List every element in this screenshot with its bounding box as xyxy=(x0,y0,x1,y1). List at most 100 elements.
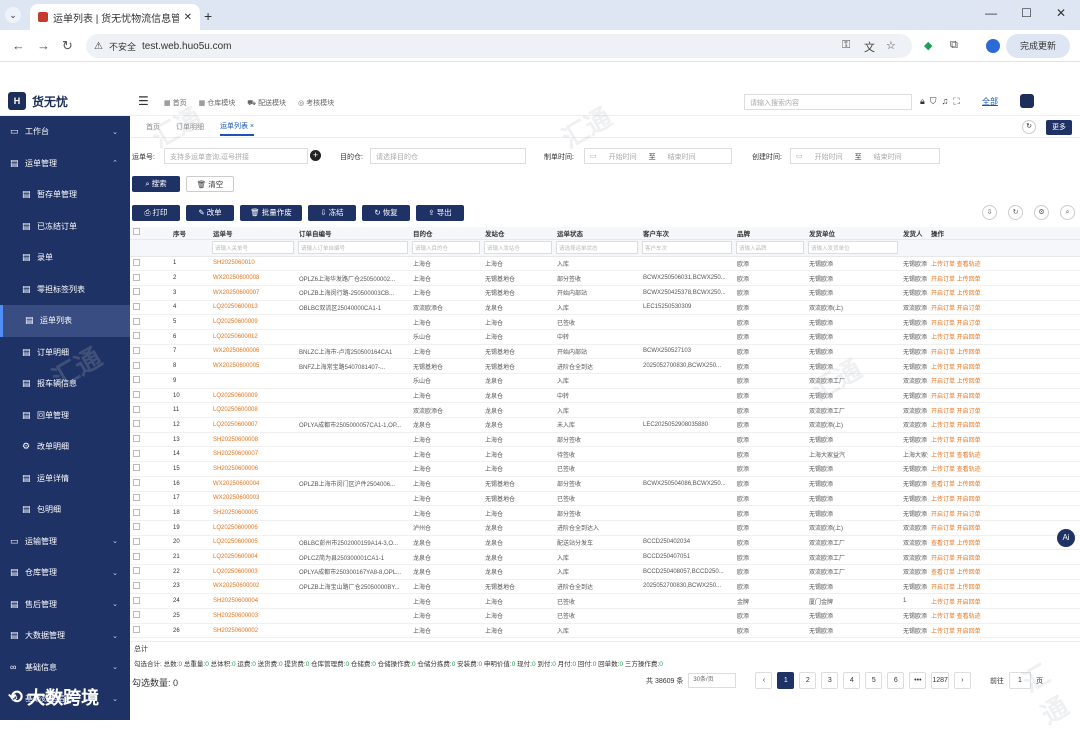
column-filter-input[interactable]: 请输入发货单位 xyxy=(808,241,898,254)
row-checkbox[interactable] xyxy=(133,552,140,560)
row-checkbox[interactable] xyxy=(133,346,140,354)
column-filter-input[interactable]: 客户车次 xyxy=(642,241,732,254)
table-cell[interactable]: LQ20250600013 xyxy=(210,300,296,316)
top-menu-item[interactable]: ▦ 仓库模块 xyxy=(198,100,236,107)
row-checkbox[interactable] xyxy=(133,332,140,340)
sidebar-item[interactable]: ▭ 工作台 ⌄ xyxy=(0,116,130,148)
table-cell[interactable]: SH20250600005 xyxy=(210,505,296,521)
row-checkbox[interactable] xyxy=(133,405,140,413)
column-header[interactable] xyxy=(130,227,170,240)
sidebar-item[interactable]: ▤ 暂存单管理 xyxy=(0,179,130,211)
row-checkbox-cell[interactable] xyxy=(130,549,170,565)
table-row[interactable]: 23 WX20250600002 OPLZB上海宝山路厂仓25050000BY...… xyxy=(130,579,1080,595)
table-row[interactable]: 22 LQ20250600003 OPLYA成都市250300167YA8-8,OP… xyxy=(130,564,1080,580)
table-row[interactable]: 2 WX20250600008 OPLZ6上海华发路厂仓250500002... 上海… xyxy=(130,270,1080,286)
row-checkbox[interactable] xyxy=(133,596,140,604)
row-checkbox[interactable] xyxy=(133,391,140,399)
sidebar-item[interactable]: ▤ 大数据管理 ⌄ xyxy=(0,620,130,652)
row-checkbox-cell[interactable] xyxy=(130,329,170,345)
search-button[interactable]: ⌕ 搜索 xyxy=(132,176,180,192)
top-menu-item[interactable]: ⛟ 配送模块 xyxy=(247,100,287,107)
restore-button[interactable]: ↻ 恢复 xyxy=(362,205,410,221)
top-menu-item[interactable]: ◎ 考核模块 xyxy=(298,100,335,107)
table-row[interactable]: 9 乐山仓 龙泉仓 入库 欧添 双流欧添工厂 双流欧添 开启订单 上传回单 xyxy=(130,373,1080,389)
key-icon[interactable]: ⚿ xyxy=(842,39,851,51)
row-checkbox-cell[interactable] xyxy=(130,476,170,492)
row-actions[interactable]: 开启订单 上传回单 xyxy=(928,285,1080,301)
column-filter-input[interactable]: 请输入关单号 xyxy=(212,241,294,254)
waybill-input[interactable]: 支持多运单查询,逗号拼接 xyxy=(164,148,308,164)
table-cell[interactable]: LQ20250600006 xyxy=(210,520,296,536)
table-row[interactable]: 19 LQ20250600006 泸州仓 龙泉仓 进阶仓全到达入 欧添 双流欧添(上) 双流欧… xyxy=(130,520,1080,536)
table-row[interactable]: 11 LQ20250600008 双流欧添仓 龙泉仓 入库 欧添 双流欧添工厂 双流欧添 开启订… xyxy=(130,402,1080,419)
tab-search-icon[interactable]: ⌄ xyxy=(5,7,21,23)
dest-select[interactable]: 请选择目的仓 xyxy=(370,148,526,164)
sidebar-item[interactable]: ⚙ 改单明细 xyxy=(0,431,130,463)
minimize-icon[interactable]: — xyxy=(985,6,998,20)
row-actions[interactable]: 开启订单 开启回单 xyxy=(928,388,1080,404)
table-row[interactable]: 5 LQ20250600009 上海仓 上海仓 已签收 欧添 无锡欧添 无锡欧添 开启订单 开启… xyxy=(130,314,1080,330)
ai-assistant-button[interactable]: Ai xyxy=(1057,529,1075,547)
row-checkbox[interactable] xyxy=(133,449,140,457)
table-row[interactable]: 21 LQ20250600004 OPLCZ简为县250300001CA1-1 龙泉仓… xyxy=(130,549,1080,565)
table-row[interactable]: 25 SH20250600003 上海仓 上海仓 已签收 欧添 无锡欧添 无锡欧添 上传订单 查… xyxy=(130,608,1080,624)
row-actions[interactable]: 开启订单 上传回单 xyxy=(928,344,1080,360)
lock-icon[interactable]: 🔒︎ xyxy=(920,96,925,106)
column-filter-input[interactable]: 请输入发站仓 xyxy=(484,241,552,254)
table-cell[interactable]: LQ20250600008 xyxy=(210,402,296,419)
forward-icon[interactable]: → xyxy=(37,38,50,53)
row-checkbox-cell[interactable] xyxy=(130,373,170,389)
table-cell[interactable]: LQ20250600009 xyxy=(210,314,296,330)
freeze-button[interactable]: ⇩ 冻结 xyxy=(308,205,356,221)
table-row[interactable]: 15 SH20250600006 上海仓 上海仓 已签收 欧添 无锡欧添 无锡欧添 上传订单 查… xyxy=(130,461,1080,477)
sidebar-item[interactable]: ⚙ 基础数据信息 ⌄ xyxy=(0,683,130,715)
menu-toggle-icon[interactable]: ☰ xyxy=(138,94,149,108)
row-actions[interactable]: 开启订单 开启回单 xyxy=(928,520,1080,536)
row-checkbox-cell[interactable] xyxy=(130,256,170,272)
sidebar-item[interactable]: ∞ 基础信息 ⌄ xyxy=(0,652,130,684)
row-checkbox-cell[interactable] xyxy=(130,535,170,551)
row-actions[interactable]: 开启订单 开启订单 xyxy=(928,314,1080,330)
row-actions[interactable]: 查看订单 上传回单 xyxy=(928,476,1080,492)
row-actions[interactable]: 查看订单 上传回单 xyxy=(928,535,1080,551)
column-filter-input[interactable]: 请输入目的仓 xyxy=(412,241,480,254)
user-avatar[interactable] xyxy=(1020,94,1034,108)
row-checkbox[interactable] xyxy=(133,508,140,516)
table-cell[interactable]: WX20250600004 xyxy=(210,476,296,492)
page-number-button[interactable]: 1 xyxy=(777,672,795,689)
table-row[interactable]: 13 SH20250600008 上海仓 上海仓 部分签收 欧添 无锡欧添 无锡欧添 上传订单 … xyxy=(130,432,1080,448)
column-filter-input[interactable]: 请输入品牌 xyxy=(736,241,804,254)
sidebar-item[interactable]: ▤ 运单详情 xyxy=(0,463,130,495)
row-checkbox[interactable] xyxy=(133,273,140,281)
next-page-icon[interactable]: › xyxy=(953,672,971,689)
row-actions[interactable]: 上传订单 开启回单 xyxy=(928,432,1080,448)
row-checkbox[interactable] xyxy=(133,479,140,487)
sidebar-item[interactable]: ▤ 售后管理 ⌄ xyxy=(0,589,130,621)
fullscreen-icon[interactable]: ⛶ xyxy=(953,96,960,106)
row-checkbox-cell[interactable] xyxy=(130,520,170,536)
column-settings-icon[interactable]: ⚙ xyxy=(1034,205,1049,220)
more-button[interactable]: 更多 xyxy=(1046,120,1072,135)
table-cell[interactable]: LQ20250600007 xyxy=(210,417,296,433)
translate-icon[interactable]: 文 xyxy=(864,42,875,54)
table-cell[interactable]: WX20250600007 xyxy=(210,285,296,301)
table-row[interactable]: 17 WX20250600003 上海仓 无锡基地仓 已签收 欧添 无锡欧添 无锡欧添 上传订单… xyxy=(130,491,1080,507)
row-checkbox[interactable] xyxy=(133,288,140,296)
table-cell[interactable]: SH20250600008 xyxy=(210,432,296,448)
row-checkbox[interactable] xyxy=(133,611,140,619)
row-actions[interactable]: 上传订单 查看轨迹 xyxy=(928,461,1080,477)
sidebar-item[interactable]: ▤ 包明细 xyxy=(0,494,130,526)
profile-avatar[interactable] xyxy=(986,39,1000,53)
page-number-button[interactable]: ••• xyxy=(909,672,927,689)
table-cell[interactable]: SH20250600004 xyxy=(210,593,296,609)
sidebar-item[interactable]: ▤ 运单管理 ⌃ xyxy=(0,148,130,180)
row-checkbox-cell[interactable] xyxy=(130,300,170,316)
table-cell[interactable]: LQ20250600005 xyxy=(210,535,296,551)
table-row[interactable]: 24 SH20250600004 上海仓 上海仓 已签收 金牌 厦门金牌 1 上传订单 开启回单 xyxy=(130,593,1080,609)
url-field[interactable]: ⚠ 不安全 test.web.huo5u.com xyxy=(86,34,912,58)
table-row[interactable]: 12 LQ20250600007 OPLYA成都市2505000057CA1-1,O… xyxy=(130,417,1080,433)
table-cell[interactable]: SH20250600002 xyxy=(210,623,296,639)
row-checkbox[interactable] xyxy=(133,435,140,443)
sidebar-item[interactable]: ▤ 订单明细 xyxy=(0,337,130,369)
goto-page-input[interactable]: 1 xyxy=(1008,672,1031,689)
